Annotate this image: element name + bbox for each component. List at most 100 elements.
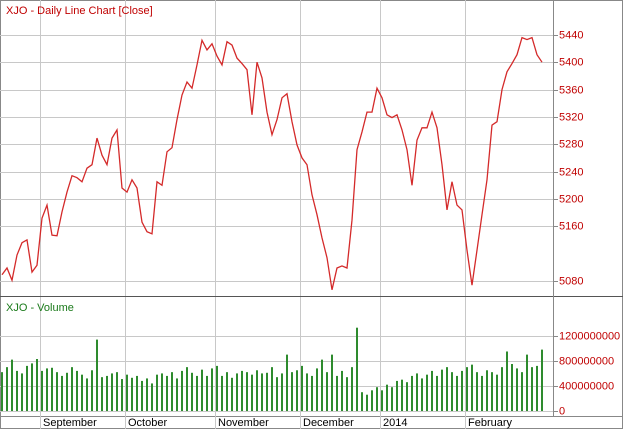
- volume-bar: [301, 365, 303, 411]
- volume-bar: [151, 383, 153, 411]
- volume-bar: [56, 372, 58, 411]
- volume-bar: [251, 374, 253, 411]
- volume-bar: [501, 367, 503, 411]
- volume-bar: [331, 354, 333, 411]
- volume-bar: [96, 339, 98, 411]
- y-tick-label: 1200000000: [559, 330, 620, 342]
- volume-bar: [46, 368, 48, 411]
- volume-bar: [21, 373, 23, 411]
- y-tick-label: 5240: [559, 166, 583, 178]
- volume-bar: [246, 372, 248, 411]
- volume-bar: [16, 370, 18, 411]
- volume-bar: [261, 373, 263, 411]
- volume-bar: [146, 378, 148, 411]
- x-tick-label: February: [468, 417, 513, 429]
- volume-bar: [351, 367, 353, 411]
- volume-bar: [441, 369, 443, 411]
- y-tick-label: 5360: [559, 84, 583, 96]
- panel-title: XJO - Daily Line Chart [Close]: [6, 5, 153, 17]
- volume-bar: [536, 365, 538, 411]
- volume-bar: [481, 375, 483, 411]
- volume-bar: [216, 365, 218, 411]
- volume-bar: [276, 377, 278, 411]
- volume-bar: [311, 375, 313, 411]
- volume-bar: [111, 373, 113, 411]
- volume-bar: [191, 372, 193, 411]
- price-line: [1, 36, 543, 290]
- volume-bar: [336, 375, 338, 411]
- volume-bar: [171, 372, 173, 411]
- volume-bar: [256, 370, 258, 411]
- y-tick-label: 800000000: [559, 355, 614, 367]
- volume-bar: [496, 374, 498, 411]
- volume-bar: [486, 370, 488, 411]
- volume-bar: [241, 370, 243, 411]
- volume-bar: [121, 379, 123, 411]
- volume-bar: [156, 374, 158, 411]
- volume-bar: [41, 370, 43, 411]
- y-tick-label: 5400: [559, 56, 583, 68]
- volume-bar: [401, 379, 403, 411]
- volume-bar: [31, 363, 33, 411]
- x-tick-label: November: [218, 417, 269, 429]
- volume-bar: [61, 375, 63, 411]
- x-tick-label: December: [303, 417, 354, 429]
- volume-bar: [271, 367, 273, 411]
- volume-bar: [286, 354, 288, 411]
- y-tick-label: 5440: [559, 29, 583, 41]
- volume-bar: [81, 374, 83, 411]
- volume-bar: [186, 367, 188, 411]
- volume-bar: [106, 375, 108, 411]
- volume-bar: [421, 378, 423, 411]
- volume-bar: [1, 372, 3, 411]
- volume-bar: [196, 375, 198, 411]
- volume-bar: [526, 354, 528, 411]
- volume-bar: [461, 370, 463, 411]
- volume-bar: [101, 377, 103, 411]
- volume-bar: [396, 380, 398, 411]
- volume-bar: [231, 377, 233, 411]
- y-tick-label: 5280: [559, 138, 583, 150]
- volume-bar: [211, 368, 213, 411]
- y-tick-label: 400000000: [559, 380, 614, 392]
- volume-bar: [206, 375, 208, 411]
- volume-bar: [36, 359, 38, 411]
- volume-bar: [136, 375, 138, 411]
- volume-bar: [181, 370, 183, 411]
- volume-bar: [416, 373, 418, 411]
- volume-bar: [471, 364, 473, 411]
- volume-bar: [26, 365, 28, 411]
- volume-bar: [296, 370, 298, 411]
- volume-bar: [521, 372, 523, 411]
- volume-bar: [506, 351, 508, 411]
- volume-bar: [411, 375, 413, 411]
- volume-bar: [376, 387, 378, 411]
- volume-bar: [126, 374, 128, 411]
- volume-bar: [446, 367, 448, 411]
- volume-bar: [176, 378, 178, 411]
- volume-bar: [386, 384, 388, 411]
- volume-bar: [321, 359, 323, 411]
- volume-bar: [466, 367, 468, 411]
- volume-bar: [366, 394, 368, 411]
- volume-bar: [266, 372, 268, 411]
- volume-bar: [76, 370, 78, 411]
- volume-bar: [341, 370, 343, 411]
- y-tick-label: 5200: [559, 193, 583, 205]
- volume-bar: [511, 364, 513, 411]
- volume-bar: [436, 375, 438, 411]
- volume-bar: [371, 390, 373, 411]
- volume-bar: [356, 327, 358, 411]
- volume-bar: [161, 373, 163, 411]
- volume-bar: [86, 378, 88, 411]
- volume-bar: [456, 375, 458, 411]
- volume-bar: [66, 372, 68, 411]
- volume-bar: [406, 382, 408, 411]
- y-tick-label: 5160: [559, 220, 583, 232]
- volume-bar: [431, 370, 433, 411]
- volume-bar: [166, 375, 168, 411]
- volume-bar: [361, 392, 363, 411]
- volume-bar: [281, 373, 283, 411]
- volume-bar: [51, 367, 53, 411]
